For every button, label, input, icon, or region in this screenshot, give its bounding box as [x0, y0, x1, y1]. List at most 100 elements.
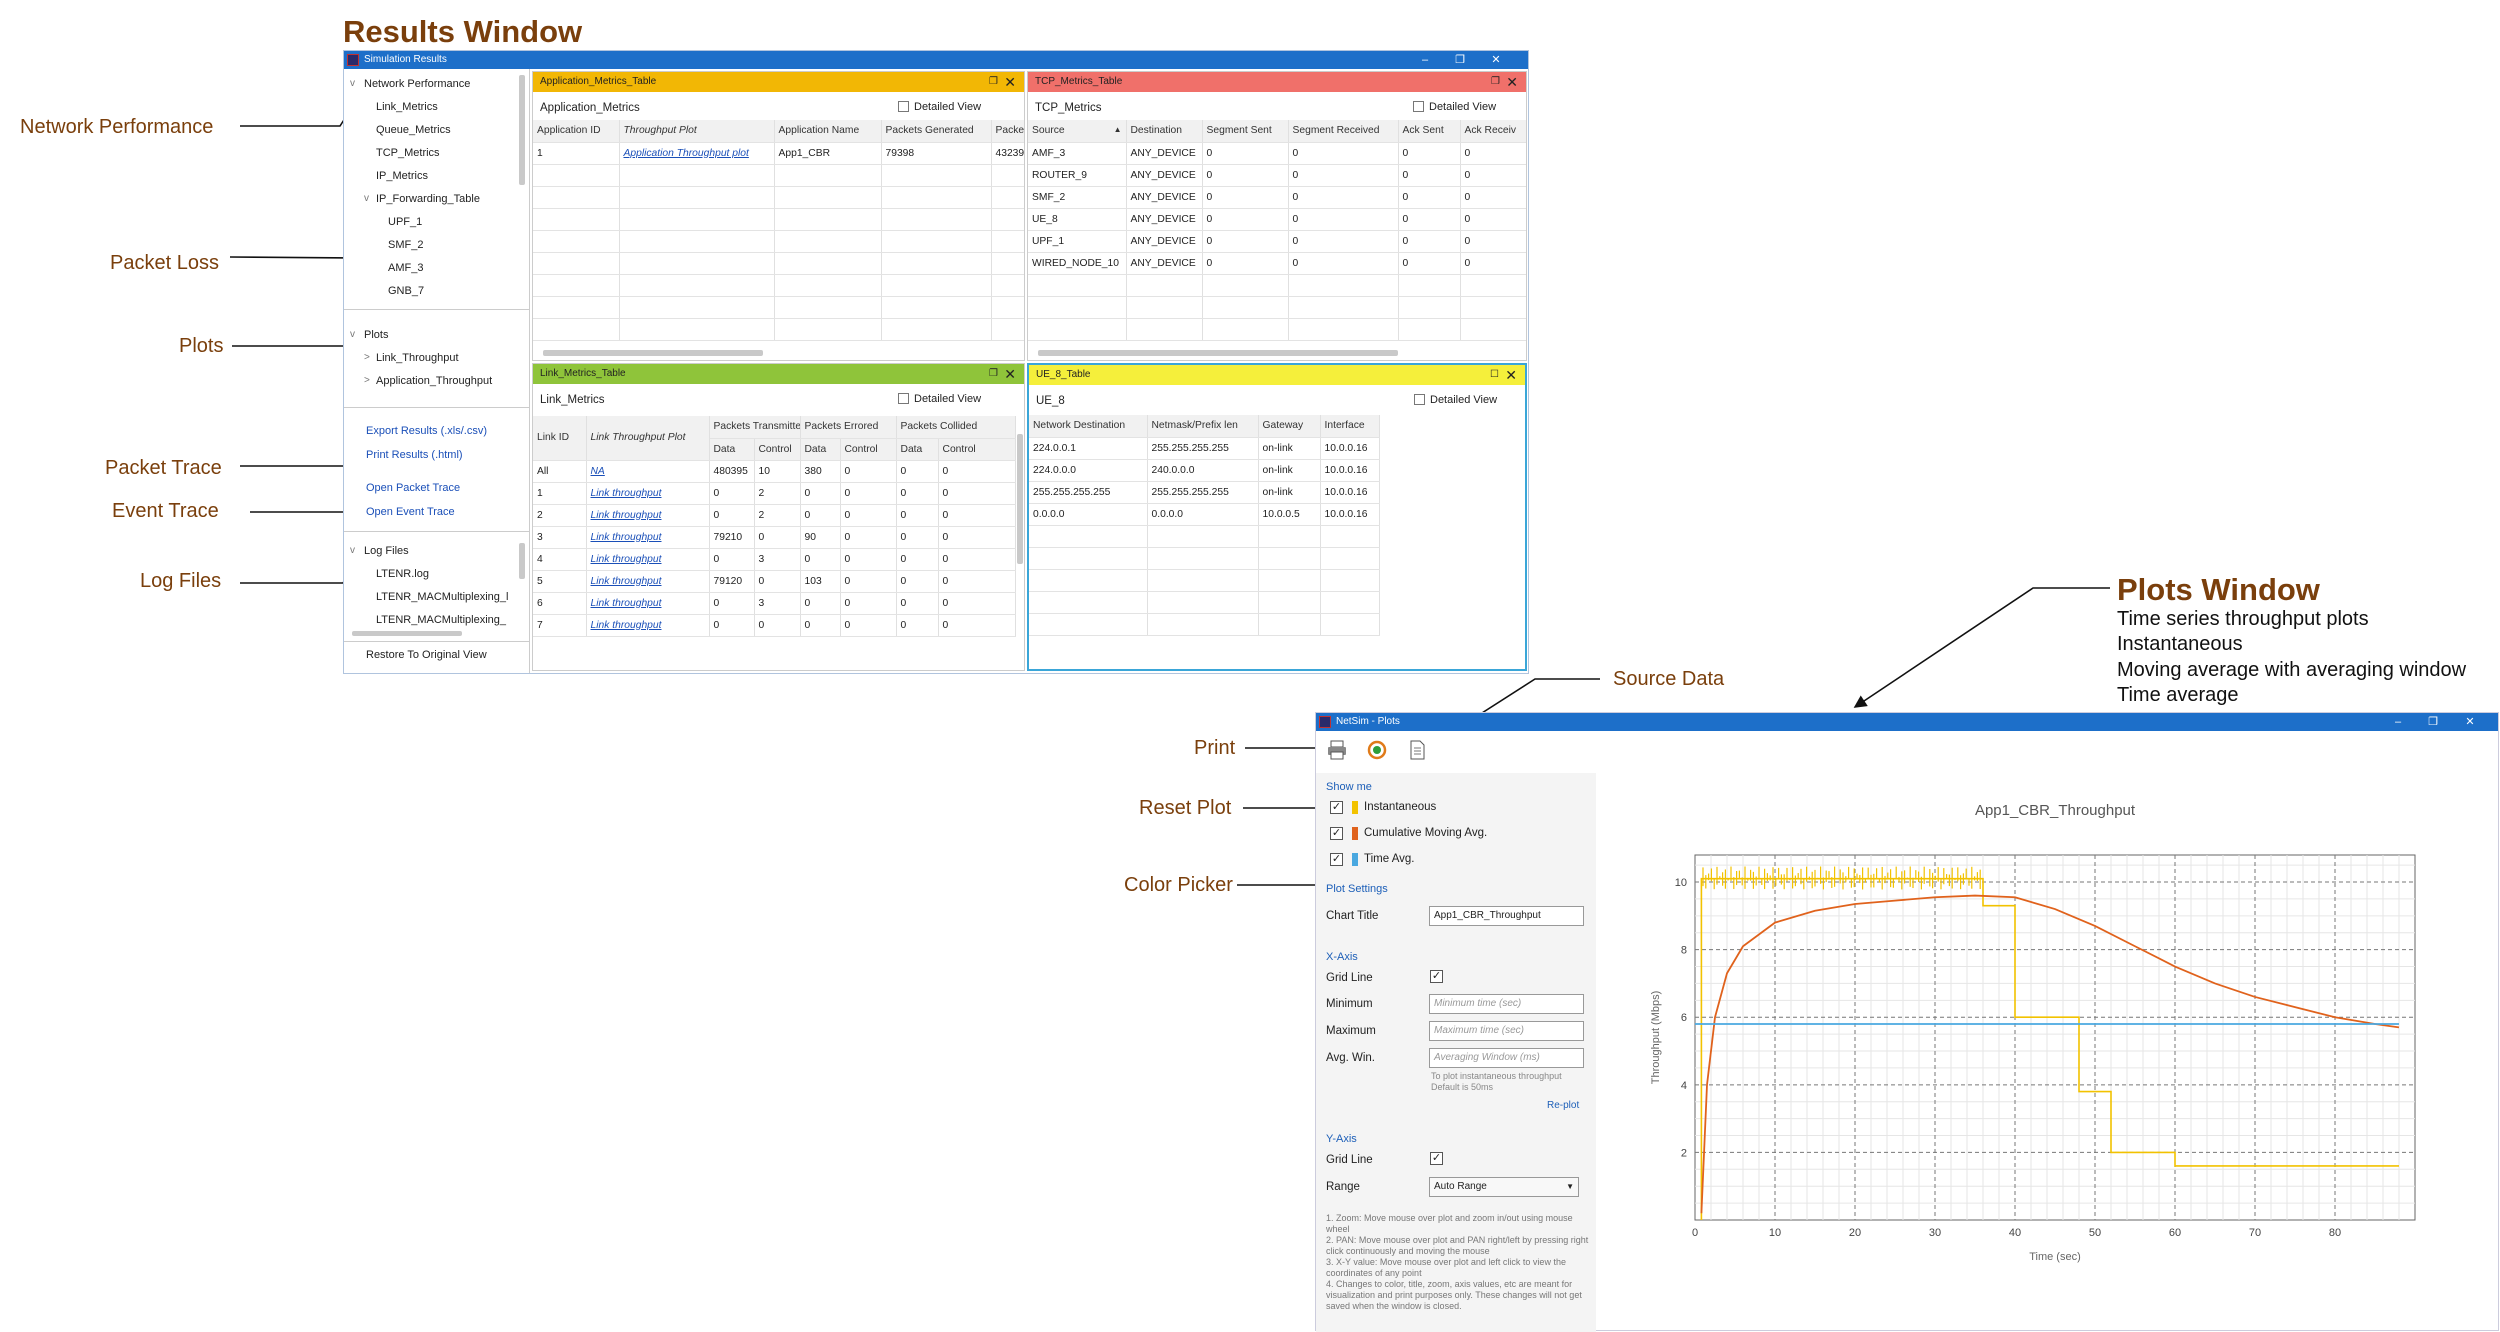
log-item[interactable]: LTENR.log: [376, 568, 429, 580]
throughput-chart[interactable]: 0 10 20 30 40 50 60 70 80 2 4 6 8 10 App1_CBR_Throughp…: [1645, 795, 2425, 1275]
time-avg-checkbox[interactable]: ✓: [1330, 853, 1343, 866]
restore-icon[interactable]: ❐: [1455, 54, 1465, 66]
chevron-down-icon[interactable]: v: [364, 193, 369, 204]
y-grid-line-checkbox[interactable]: ✓: [1430, 1152, 1443, 1165]
tree-item-ip-forwarding-table[interactable]: IP_Forwarding_Table: [376, 193, 480, 205]
column-header[interactable]: Packets Transmitted: [709, 416, 801, 439]
column-header[interactable]: Packets Collided: [896, 416, 1016, 439]
open-event-trace-link[interactable]: Open Event Trace: [366, 506, 455, 518]
chevron-right-icon[interactable]: >: [364, 375, 370, 386]
tree-scrollbar[interactable]: [519, 75, 525, 185]
chevron-down-icon[interactable]: v: [350, 329, 355, 340]
detailed-view-checkbox[interactable]: Detailed View: [1413, 101, 1496, 113]
color-swatch-time-avg[interactable]: [1352, 853, 1358, 866]
log-item[interactable]: LTENR_MACMultiplexing_: [376, 614, 507, 626]
tree-item-ip-metrics[interactable]: IP_Metrics: [376, 170, 428, 182]
column-header[interactable]: Destination: [1126, 120, 1203, 143]
column-header[interactable]: Netmask/Prefix len: [1147, 415, 1259, 438]
tree-network-performance[interactable]: Network Performance: [364, 78, 471, 90]
chevron-right-icon[interactable]: >: [364, 352, 370, 363]
checkbox-box[interactable]: [1413, 101, 1424, 112]
column-header[interactable]: Packets Errored: [800, 416, 897, 439]
column-header[interactable]: Application ID: [533, 120, 620, 143]
column-header[interactable]: Throughput Plot: [619, 120, 775, 143]
tree-item-upf-1[interactable]: UPF_1: [388, 216, 423, 228]
column-header[interactable]: Ack Receiv: [1460, 120, 1526, 143]
instantaneous-checkbox[interactable]: ✓: [1330, 801, 1343, 814]
restore-icon[interactable]: ❐: [989, 76, 998, 87]
log-item[interactable]: LTENR_MACMultiplexing_l: [376, 591, 509, 603]
column-header-source[interactable]: Source ▲: [1028, 120, 1127, 143]
detailed-view-checkbox[interactable]: Detailed View: [898, 393, 981, 405]
print-results-link[interactable]: Print Results (.html): [366, 449, 463, 461]
color-swatch-instantaneous[interactable]: [1352, 801, 1358, 814]
restore-icon[interactable]: ❐: [1491, 76, 1500, 87]
checkbox-box[interactable]: [1414, 394, 1425, 405]
link-throughput-plot-link[interactable]: Link throughput: [586, 592, 710, 615]
link-throughput-plot-link[interactable]: Link throughput: [586, 548, 710, 571]
minimize-icon[interactable]: –: [2394, 716, 2402, 728]
column-header[interactable]: Application Name: [774, 120, 882, 143]
maximum-time-input[interactable]: Maximum time (sec): [1429, 1021, 1584, 1041]
tree-item-smf-2[interactable]: SMF_2: [388, 239, 424, 251]
checkbox-box[interactable]: [898, 101, 909, 112]
column-subheader[interactable]: Data: [800, 438, 841, 461]
open-packet-trace-link[interactable]: Open Packet Trace: [366, 482, 461, 494]
column-header[interactable]: Gateway: [1258, 415, 1321, 438]
tree-item-application-throughput[interactable]: Application_Throughput: [376, 375, 493, 387]
minimum-time-input[interactable]: Minimum time (sec): [1429, 994, 1584, 1014]
tree-log-files[interactable]: Log Files: [364, 545, 409, 557]
chart-title-input[interactable]: App1_CBR_Throughput: [1429, 906, 1584, 926]
close-icon[interactable]: ✕: [1004, 366, 1016, 382]
link-throughput-plot-link[interactable]: Link throughput: [586, 570, 710, 593]
export-results-link[interactable]: Export Results (.xls/.csv): [366, 425, 488, 437]
link-throughput-plot-link[interactable]: Link throughput: [586, 482, 710, 505]
reset-plot-button[interactable]: [1366, 739, 1388, 761]
close-icon[interactable]: ✕: [1505, 367, 1517, 383]
column-subheader[interactable]: Control: [754, 438, 801, 461]
tree-item-queue-metrics[interactable]: Queue_Metrics: [376, 124, 451, 136]
column-header[interactable]: Link ID: [533, 416, 587, 461]
replot-link[interactable]: Re-plot: [1547, 1100, 1580, 1111]
tree-plots[interactable]: Plots: [364, 329, 389, 341]
horizontal-scrollbar[interactable]: [543, 350, 763, 356]
cumulative-checkbox[interactable]: ✓: [1330, 827, 1343, 840]
x-grid-line-checkbox[interactable]: ✓: [1430, 970, 1443, 983]
log-hscrollbar[interactable]: [352, 631, 462, 636]
link-throughput-plot-link[interactable]: Link throughput: [586, 614, 710, 637]
detailed-view-checkbox[interactable]: Detailed View: [1414, 394, 1497, 406]
color-swatch-cumulative[interactable]: [1352, 827, 1358, 840]
chevron-down-icon[interactable]: v: [350, 545, 355, 556]
close-icon[interactable]: ✕: [1491, 54, 1501, 66]
link-throughput-plot-link[interactable]: Link throughput: [586, 504, 710, 527]
minimize-icon[interactable]: –: [1421, 54, 1429, 66]
checkbox-box[interactable]: [898, 393, 909, 404]
close-icon[interactable]: ✕: [2465, 716, 2475, 728]
column-header[interactable]: Interface: [1320, 415, 1380, 438]
close-icon[interactable]: ✕: [1004, 74, 1016, 90]
column-header[interactable]: Packets Generated: [881, 120, 992, 143]
tree-item-link-throughput[interactable]: Link_Throughput: [376, 352, 459, 364]
tree-item-tcp-metrics[interactable]: TCP_Metrics: [376, 147, 440, 159]
tree-item-amf-3[interactable]: AMF_3: [388, 262, 424, 274]
column-subheader[interactable]: Control: [840, 438, 897, 461]
maximize-icon[interactable]: ☐: [1490, 369, 1499, 380]
source-data-button[interactable]: [1406, 739, 1428, 761]
column-header[interactable]: Segment Received: [1288, 120, 1399, 143]
averaging-window-input[interactable]: Averaging Window (ms): [1429, 1048, 1584, 1068]
vertical-scrollbar[interactable]: [1017, 434, 1023, 564]
print-button[interactable]: [1326, 739, 1348, 761]
detailed-view-checkbox[interactable]: Detailed View: [898, 101, 981, 113]
range-select[interactable]: Auto Range ▼: [1429, 1177, 1579, 1197]
close-icon[interactable]: ✕: [1506, 74, 1518, 90]
horizontal-scrollbar[interactable]: [1038, 350, 1398, 356]
log-scrollbar[interactable]: [519, 543, 525, 579]
application-throughput-plot-link[interactable]: Application Throughput plot: [619, 142, 775, 165]
tree-item-link-metrics[interactable]: Link_Metrics: [376, 101, 438, 113]
column-subheader[interactable]: Control: [938, 438, 1016, 461]
column-header[interactable]: Ack Sent: [1398, 120, 1461, 143]
restore-icon[interactable]: ❐: [2428, 716, 2438, 728]
tree-item-gnb-7[interactable]: GNB_7: [388, 285, 425, 297]
restore-original-view[interactable]: Restore To Original View: [366, 649, 487, 661]
column-header[interactable]: Segment Sent: [1202, 120, 1289, 143]
